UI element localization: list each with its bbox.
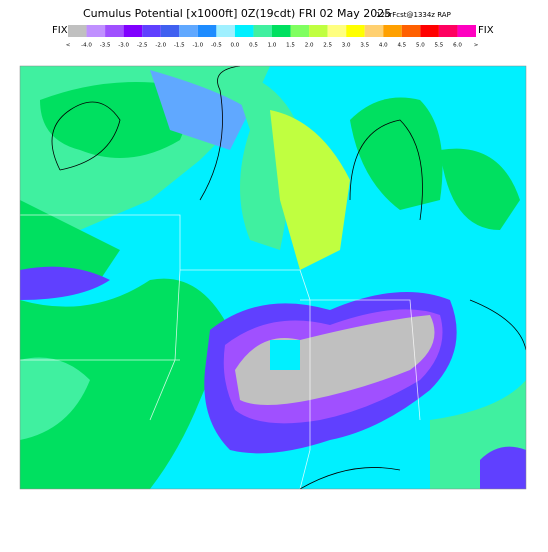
color-swatch [105, 25, 124, 37]
colorbar-label: -2.5 [137, 43, 148, 49]
color-swatch [346, 25, 365, 37]
run-info: 12hrFcst@1334z RAP [376, 11, 451, 19]
colorbar: < -4.0 -3.5 -3.0 -2.5 -2.0 -1.5 -1.0 -0.5 0.0 0.5 1… [66, 25, 479, 49]
color-swatch [364, 25, 384, 37]
fix-right: FIX [478, 25, 494, 36]
color-swatch [197, 25, 217, 37]
colorbar-label: < [66, 43, 71, 49]
color-swatch [68, 25, 87, 37]
color-swatch [383, 25, 402, 37]
colorbar-label: 3.0 [342, 43, 351, 49]
colorbar-label: -1.0 [192, 43, 203, 49]
colorbar-label: 1.5 [286, 43, 295, 49]
colorbar-label: -0.5 [211, 43, 222, 49]
color-swatch [123, 25, 143, 37]
color-swatch [272, 25, 291, 37]
colorbar-label: -4.0 [81, 43, 92, 49]
colorbar-label: 0.5 [249, 43, 258, 49]
colorbar-label: 4.0 [379, 43, 388, 49]
color-swatch [234, 25, 254, 37]
colorbar-label: 2.0 [305, 43, 314, 49]
fix-left: FIX [52, 25, 68, 36]
color-swatch [327, 25, 347, 37]
color-swatch [401, 25, 421, 37]
colorbar-label: -2.0 [155, 43, 166, 49]
color-swatch [290, 25, 310, 37]
color-swatch [160, 25, 180, 37]
colorbar-label: 2.5 [323, 43, 332, 49]
map [19, 65, 527, 490]
color-swatch [216, 25, 235, 37]
color-swatch [86, 25, 106, 37]
color-swatch [179, 25, 198, 37]
colorbar-label: -3.0 [118, 43, 129, 49]
colorbar-label: 0.0 [231, 43, 240, 49]
colorbar-label: -3.5 [100, 43, 111, 49]
colorbar-label: 5.5 [435, 43, 444, 49]
colorbar-label: 3.5 [360, 43, 369, 49]
color-swatch [309, 25, 328, 37]
title: Cumulus Potential [x1000ft] 0Z(19cdt) FR… [83, 7, 391, 20]
colorbar-label: > [474, 43, 479, 49]
colorbar-label: 6.0 [453, 43, 462, 49]
color-swatch [457, 25, 476, 37]
color-swatch [142, 25, 161, 37]
color-swatch [438, 25, 458, 37]
colorbar-label: 4.5 [397, 43, 406, 49]
colorbar-label: 5.0 [416, 43, 425, 49]
color-swatch [253, 25, 272, 37]
colorbar-label: -1.5 [174, 43, 185, 49]
color-swatch [420, 25, 439, 37]
colorbar-label: 1.0 [268, 43, 277, 49]
